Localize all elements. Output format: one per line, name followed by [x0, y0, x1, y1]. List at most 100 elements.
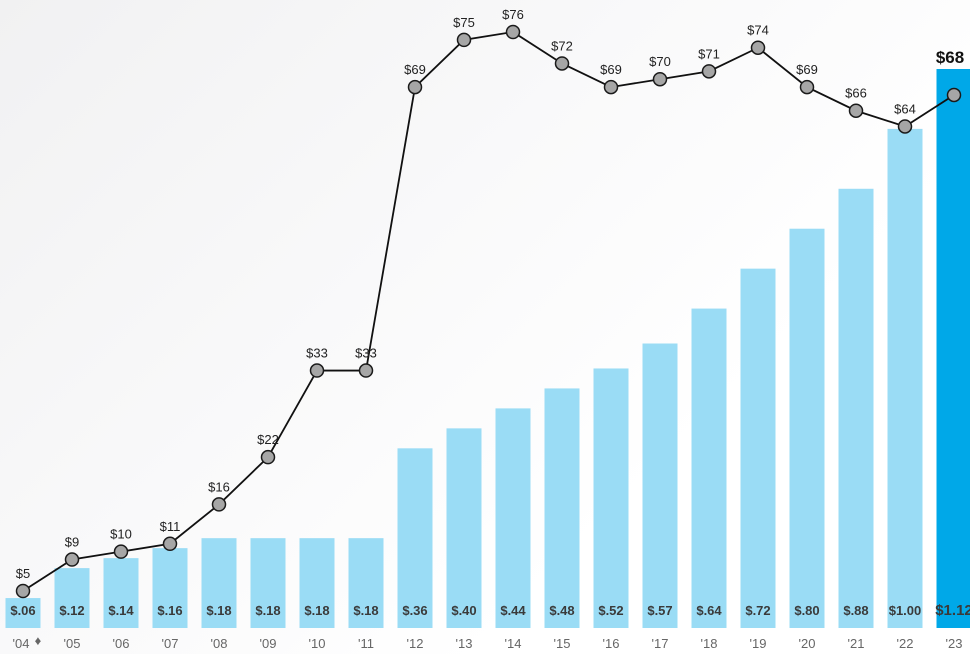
line-value-label: $22	[257, 432, 279, 447]
line-value-label: $69	[600, 62, 622, 77]
x-tick-label: '23	[946, 636, 963, 651]
bar-value-label: $.14	[108, 603, 134, 618]
line-point	[309, 363, 325, 378]
x-tick-label: '10	[309, 636, 326, 651]
bar-value-label: $.40	[451, 603, 476, 618]
line-point	[211, 497, 227, 512]
bar	[397, 448, 433, 628]
x-tick-label: '17	[652, 636, 669, 651]
bar	[740, 268, 776, 628]
x-tick-label: '15	[554, 636, 571, 651]
bar	[544, 388, 580, 628]
bar	[446, 428, 482, 628]
x-tick-label: '12	[407, 636, 424, 651]
line-point	[15, 583, 31, 599]
line-point	[456, 32, 472, 48]
bars-layer	[5, 69, 970, 629]
x-tick-label: '13	[456, 636, 473, 651]
line-value-label: $72	[551, 38, 573, 53]
line-layer	[22, 31, 955, 592]
line-value-label: $75	[453, 15, 475, 30]
bar-value-label: $.06	[10, 603, 35, 618]
line-point	[407, 79, 423, 95]
line-point	[799, 79, 815, 95]
bar	[936, 69, 970, 628]
line-value-label: $33	[306, 346, 328, 361]
bar	[152, 548, 188, 628]
x-tick-label: '08	[211, 636, 228, 651]
line-point	[750, 40, 766, 55]
line-value-label: $69	[796, 62, 818, 77]
x-tick-label: '14	[505, 636, 522, 651]
bar	[103, 558, 139, 628]
line-value-label: $16	[208, 479, 230, 494]
line-value-label: $71	[698, 46, 720, 61]
bar	[789, 228, 825, 628]
line-labels-layer: $5 $9 $10 $11 $16 $22 $33 $33 $69 $75 $76 $72 $69 $70…	[16, 7, 964, 581]
line-point	[505, 24, 521, 40]
bar-value-label: $.64	[696, 603, 722, 618]
x-tick-label: '19	[750, 636, 767, 651]
line-value-label: $68	[936, 48, 964, 67]
x-tick-label: '21	[848, 636, 865, 651]
bar-value-label: $.36	[402, 603, 427, 618]
line-point	[554, 56, 570, 71]
bar	[250, 538, 286, 628]
line-value-label: $64	[894, 101, 916, 116]
line-value-label: $76	[502, 7, 524, 22]
bar-value-label: $.44	[500, 603, 526, 618]
line-value-label: $70	[649, 54, 671, 69]
bar	[838, 188, 874, 629]
line-point	[260, 449, 276, 465]
points-layer	[15, 24, 962, 599]
bar	[495, 408, 531, 628]
bar	[5, 598, 41, 628]
footnote-marker: ♦	[35, 633, 42, 648]
bar	[642, 343, 678, 628]
bar	[691, 308, 727, 628]
x-tick-label: '05	[64, 636, 81, 651]
bar	[201, 538, 237, 628]
x-tick-label: '06	[113, 636, 130, 651]
bar-value-label: $.57	[647, 603, 672, 618]
x-tick-label: '07	[162, 636, 179, 651]
line-value-label: $74	[747, 23, 769, 38]
bar	[593, 368, 629, 628]
bar	[299, 538, 335, 628]
x-tick-label: '20	[799, 636, 816, 651]
bar-value-label: $.88	[843, 603, 868, 618]
x-tick-label: '11	[358, 636, 374, 651]
line-value-label: $10	[110, 527, 132, 542]
ticks-layer: '04 '05 '06 '07 '08 '09 '10 '11 '12 '13 '14 '15 '16 '…	[13, 633, 963, 651]
bar-value-label: $1.00	[889, 603, 922, 618]
bar	[54, 568, 90, 628]
bar	[348, 538, 384, 628]
line-value-label: $33	[355, 346, 377, 361]
line-point	[946, 87, 962, 103]
bar-value-label: $.18	[304, 603, 329, 618]
line-value-label: $11	[160, 519, 181, 534]
x-tick-label: '16	[603, 636, 620, 651]
bar	[887, 128, 923, 628]
x-tick-label: '18	[701, 636, 718, 651]
line-point	[848, 103, 864, 118]
line-point	[113, 544, 129, 559]
line-series	[22, 31, 955, 592]
line-point	[64, 552, 80, 567]
line-value-label: $69	[404, 62, 426, 77]
line-point	[652, 71, 668, 87]
line-point	[603, 79, 619, 95]
x-tick-label: '09	[260, 636, 277, 651]
bar-value-label: $.12	[59, 603, 84, 618]
bar-value-label: $.48	[549, 603, 574, 618]
bar-value-label: $.18	[206, 603, 231, 618]
x-tick-label: '04	[13, 636, 30, 651]
line-value-label: $9	[65, 535, 79, 550]
line-value-label: $5	[16, 566, 30, 581]
bar-value-label: $.16	[157, 603, 182, 618]
bar-value-label: $.52	[598, 603, 623, 618]
line-value-label: $66	[845, 86, 867, 101]
bar-value-label: $.18	[353, 603, 378, 618]
